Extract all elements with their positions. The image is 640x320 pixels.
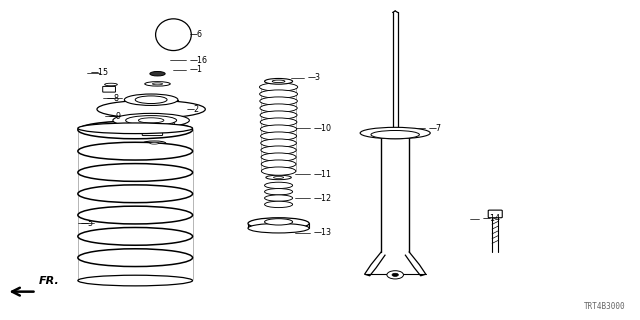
Text: TRT4B3000: TRT4B3000 [584,302,626,311]
Ellipse shape [78,142,193,160]
Ellipse shape [113,113,189,127]
FancyBboxPatch shape [102,86,115,92]
Ellipse shape [124,94,178,105]
Text: FR.: FR. [38,276,59,286]
Ellipse shape [360,127,430,139]
Circle shape [387,271,403,279]
Ellipse shape [97,100,205,118]
Ellipse shape [259,83,298,91]
Ellipse shape [78,185,193,203]
Text: —16: —16 [189,56,207,65]
Text: —5: —5 [81,219,94,228]
Ellipse shape [135,96,167,104]
Ellipse shape [152,83,163,85]
Ellipse shape [264,78,292,84]
Text: —15: —15 [91,68,109,77]
Ellipse shape [266,175,291,180]
Ellipse shape [261,160,296,168]
Ellipse shape [248,218,309,229]
Text: —7: —7 [428,124,442,133]
Ellipse shape [248,223,309,233]
Ellipse shape [261,153,296,161]
Ellipse shape [260,125,297,133]
Text: —12: —12 [314,194,332,203]
Ellipse shape [272,80,285,83]
Ellipse shape [261,146,296,154]
Ellipse shape [371,131,419,139]
Circle shape [392,273,398,276]
Ellipse shape [78,121,193,139]
Ellipse shape [261,167,296,175]
Ellipse shape [104,83,117,86]
Text: —2: —2 [186,105,199,114]
Text: —8: —8 [106,94,120,103]
Text: —11: —11 [314,170,332,179]
Ellipse shape [264,195,292,201]
Text: —6: —6 [189,30,202,39]
Text: —13: —13 [314,228,332,237]
Ellipse shape [78,249,193,267]
Ellipse shape [78,206,193,224]
Text: —14: —14 [483,214,500,223]
Ellipse shape [260,111,297,119]
Ellipse shape [260,132,296,140]
Ellipse shape [143,141,166,145]
Ellipse shape [273,177,284,178]
Ellipse shape [264,219,292,225]
Text: —9: —9 [108,112,122,121]
Ellipse shape [264,182,292,188]
Ellipse shape [78,275,193,286]
Ellipse shape [145,82,170,86]
Ellipse shape [260,118,297,126]
Ellipse shape [260,90,298,98]
Text: —3: —3 [307,73,320,82]
Ellipse shape [264,188,292,195]
Ellipse shape [78,123,193,134]
Ellipse shape [78,228,193,245]
Ellipse shape [138,118,164,123]
FancyBboxPatch shape [488,210,502,218]
Ellipse shape [78,164,193,181]
Ellipse shape [150,142,159,144]
Ellipse shape [260,104,297,112]
Ellipse shape [156,19,191,51]
Text: —1: —1 [189,65,202,74]
Ellipse shape [260,139,296,147]
Text: —10: —10 [314,124,332,133]
FancyBboxPatch shape [142,131,163,136]
Text: —4: —4 [164,121,177,130]
Ellipse shape [260,97,298,105]
Ellipse shape [264,201,292,208]
Ellipse shape [125,116,177,125]
Ellipse shape [150,71,165,76]
